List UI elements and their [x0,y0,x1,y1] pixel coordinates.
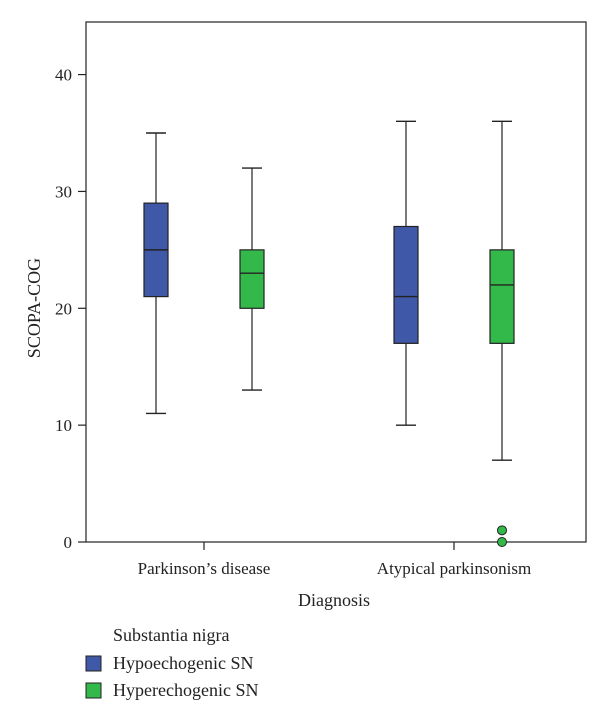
legend: Substantia nigra Hypoechogenic SN Hypere… [85,625,258,700]
y-tick-label: 40 [55,66,72,85]
box-hyper-0 [239,167,265,391]
iqr-box [489,249,515,344]
y-axis-title: SCOPA-COG [24,258,44,358]
x-axis-title: Diagnosis [298,590,370,610]
x-tick-label: Parkinson’s disease [138,559,271,578]
legend-label-hyper: Hyperechogenic SN [113,680,258,700]
legend-swatch-hypo [85,655,102,672]
box-hyper-1 [489,120,515,547]
x-tick-label: Atypical parkinsonism [377,559,531,578]
legend-label-hypo: Hypoechogenic SN [113,653,253,673]
legend-title: Substantia nigra [113,625,229,645]
outlier-point [497,537,507,547]
legend-swatch-hyper [85,682,102,699]
box-hypo-1 [393,120,419,426]
y-tick-label: 30 [55,182,72,201]
y-tick-label: 20 [55,299,72,318]
iqr-box [393,225,419,344]
box-hypo-0 [143,132,169,415]
iqr-box [239,249,265,309]
x-axis: Parkinson’s disease Atypical parkinsonism [138,542,531,578]
outlier-point [497,525,507,536]
y-axis: 0 10 20 30 40 [55,66,86,552]
y-tick-label: 0 [64,533,73,552]
boxes-layer [143,120,515,547]
y-tick-label: 10 [55,416,72,435]
